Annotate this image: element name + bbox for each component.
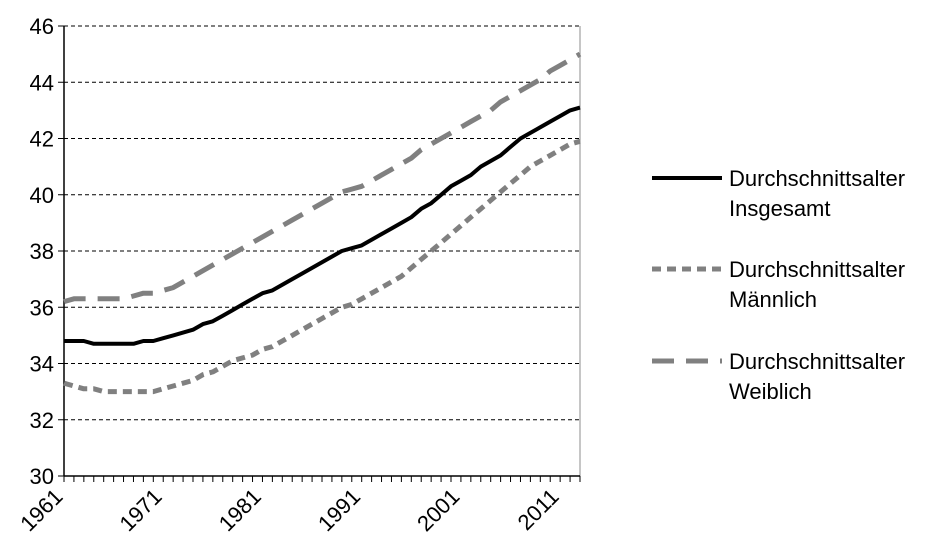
legend-label: Männlich bbox=[729, 287, 817, 312]
x-tick-label: 2001 bbox=[412, 484, 464, 536]
series-line-1 bbox=[64, 105, 581, 346]
y-tick-label: 44 bbox=[30, 70, 54, 95]
x-tick-label: 1961 bbox=[15, 484, 67, 536]
x-tick-label: 1971 bbox=[114, 484, 166, 536]
x-tick-label: 1981 bbox=[214, 484, 266, 536]
series-line-2 bbox=[63, 138, 581, 395]
y-tick-label: 40 bbox=[30, 183, 54, 208]
y-tick-label: 36 bbox=[30, 295, 54, 320]
gridlines bbox=[64, 25, 580, 421]
y-tick-label: 42 bbox=[30, 127, 54, 152]
legend-label: Durchschnittsalter bbox=[729, 166, 905, 191]
legend-label: Weiblich bbox=[729, 379, 812, 404]
series-lines bbox=[63, 51, 582, 395]
legend-label: Insgesamt bbox=[729, 196, 831, 221]
y-tick-label: 38 bbox=[30, 239, 54, 264]
y-tick-label: 34 bbox=[30, 352, 54, 377]
y-tick-label: 46 bbox=[30, 14, 54, 39]
legend-label: Durchschnittsalter bbox=[729, 257, 905, 282]
x-tick-label: 1991 bbox=[313, 484, 365, 536]
legend: Durchschnittsalter Insgesamt Durchschnitts… bbox=[652, 166, 905, 404]
legend-label: Durchschnittsalter bbox=[729, 349, 905, 374]
y-tick-label: 30 bbox=[30, 464, 54, 489]
y-tick-label: 32 bbox=[30, 408, 54, 433]
x-tick-label: 2011 bbox=[513, 484, 564, 535]
series-line-3 bbox=[63, 51, 582, 305]
